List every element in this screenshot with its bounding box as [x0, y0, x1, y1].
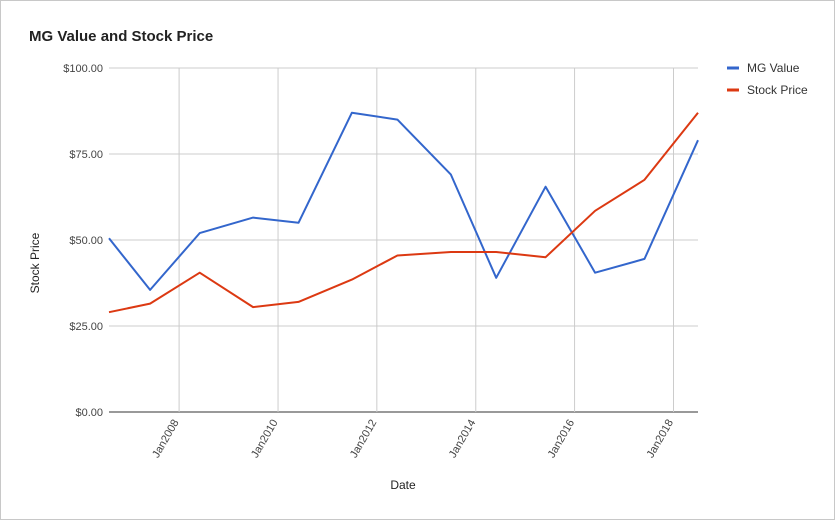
x-tick-label: Jan2010	[249, 418, 281, 461]
x-tick-label: Jan2016	[546, 418, 578, 461]
legend-label: MG Value	[747, 61, 800, 75]
series-line-mg-value	[108, 111, 699, 291]
y-axis-ticks: $0.00 $25.00 $50.00 $75.00 $100.00	[63, 63, 103, 419]
series-line-stock-price	[108, 112, 699, 314]
x-tick-label: Jan2018	[645, 418, 677, 461]
y-tick-label: $100.00	[63, 63, 103, 75]
chart-title: MG Value and Stock Price	[29, 28, 214, 45]
legend-label: Stock Price	[747, 83, 808, 97]
y-axis-label: Stock Price	[28, 232, 42, 293]
y-tick-label: $25.00	[69, 321, 103, 333]
series-lines	[108, 111, 699, 314]
grid	[109, 67, 698, 413]
legend: MG Value Stock Price	[727, 61, 808, 97]
x-tick-label: Jan2008	[150, 418, 182, 461]
x-axis-label: Date	[390, 478, 416, 492]
y-tick-label: $0.00	[75, 407, 103, 419]
x-tick-label: Jan2012	[348, 418, 380, 461]
y-tick-label: $50.00	[69, 235, 103, 247]
x-axis-ticks: Jan2008 Jan2010 Jan2012 Jan2014 Jan2016 Jan20…	[150, 418, 676, 461]
y-tick-label: $75.00	[69, 149, 103, 161]
x-tick-label: Jan2014	[447, 418, 479, 461]
